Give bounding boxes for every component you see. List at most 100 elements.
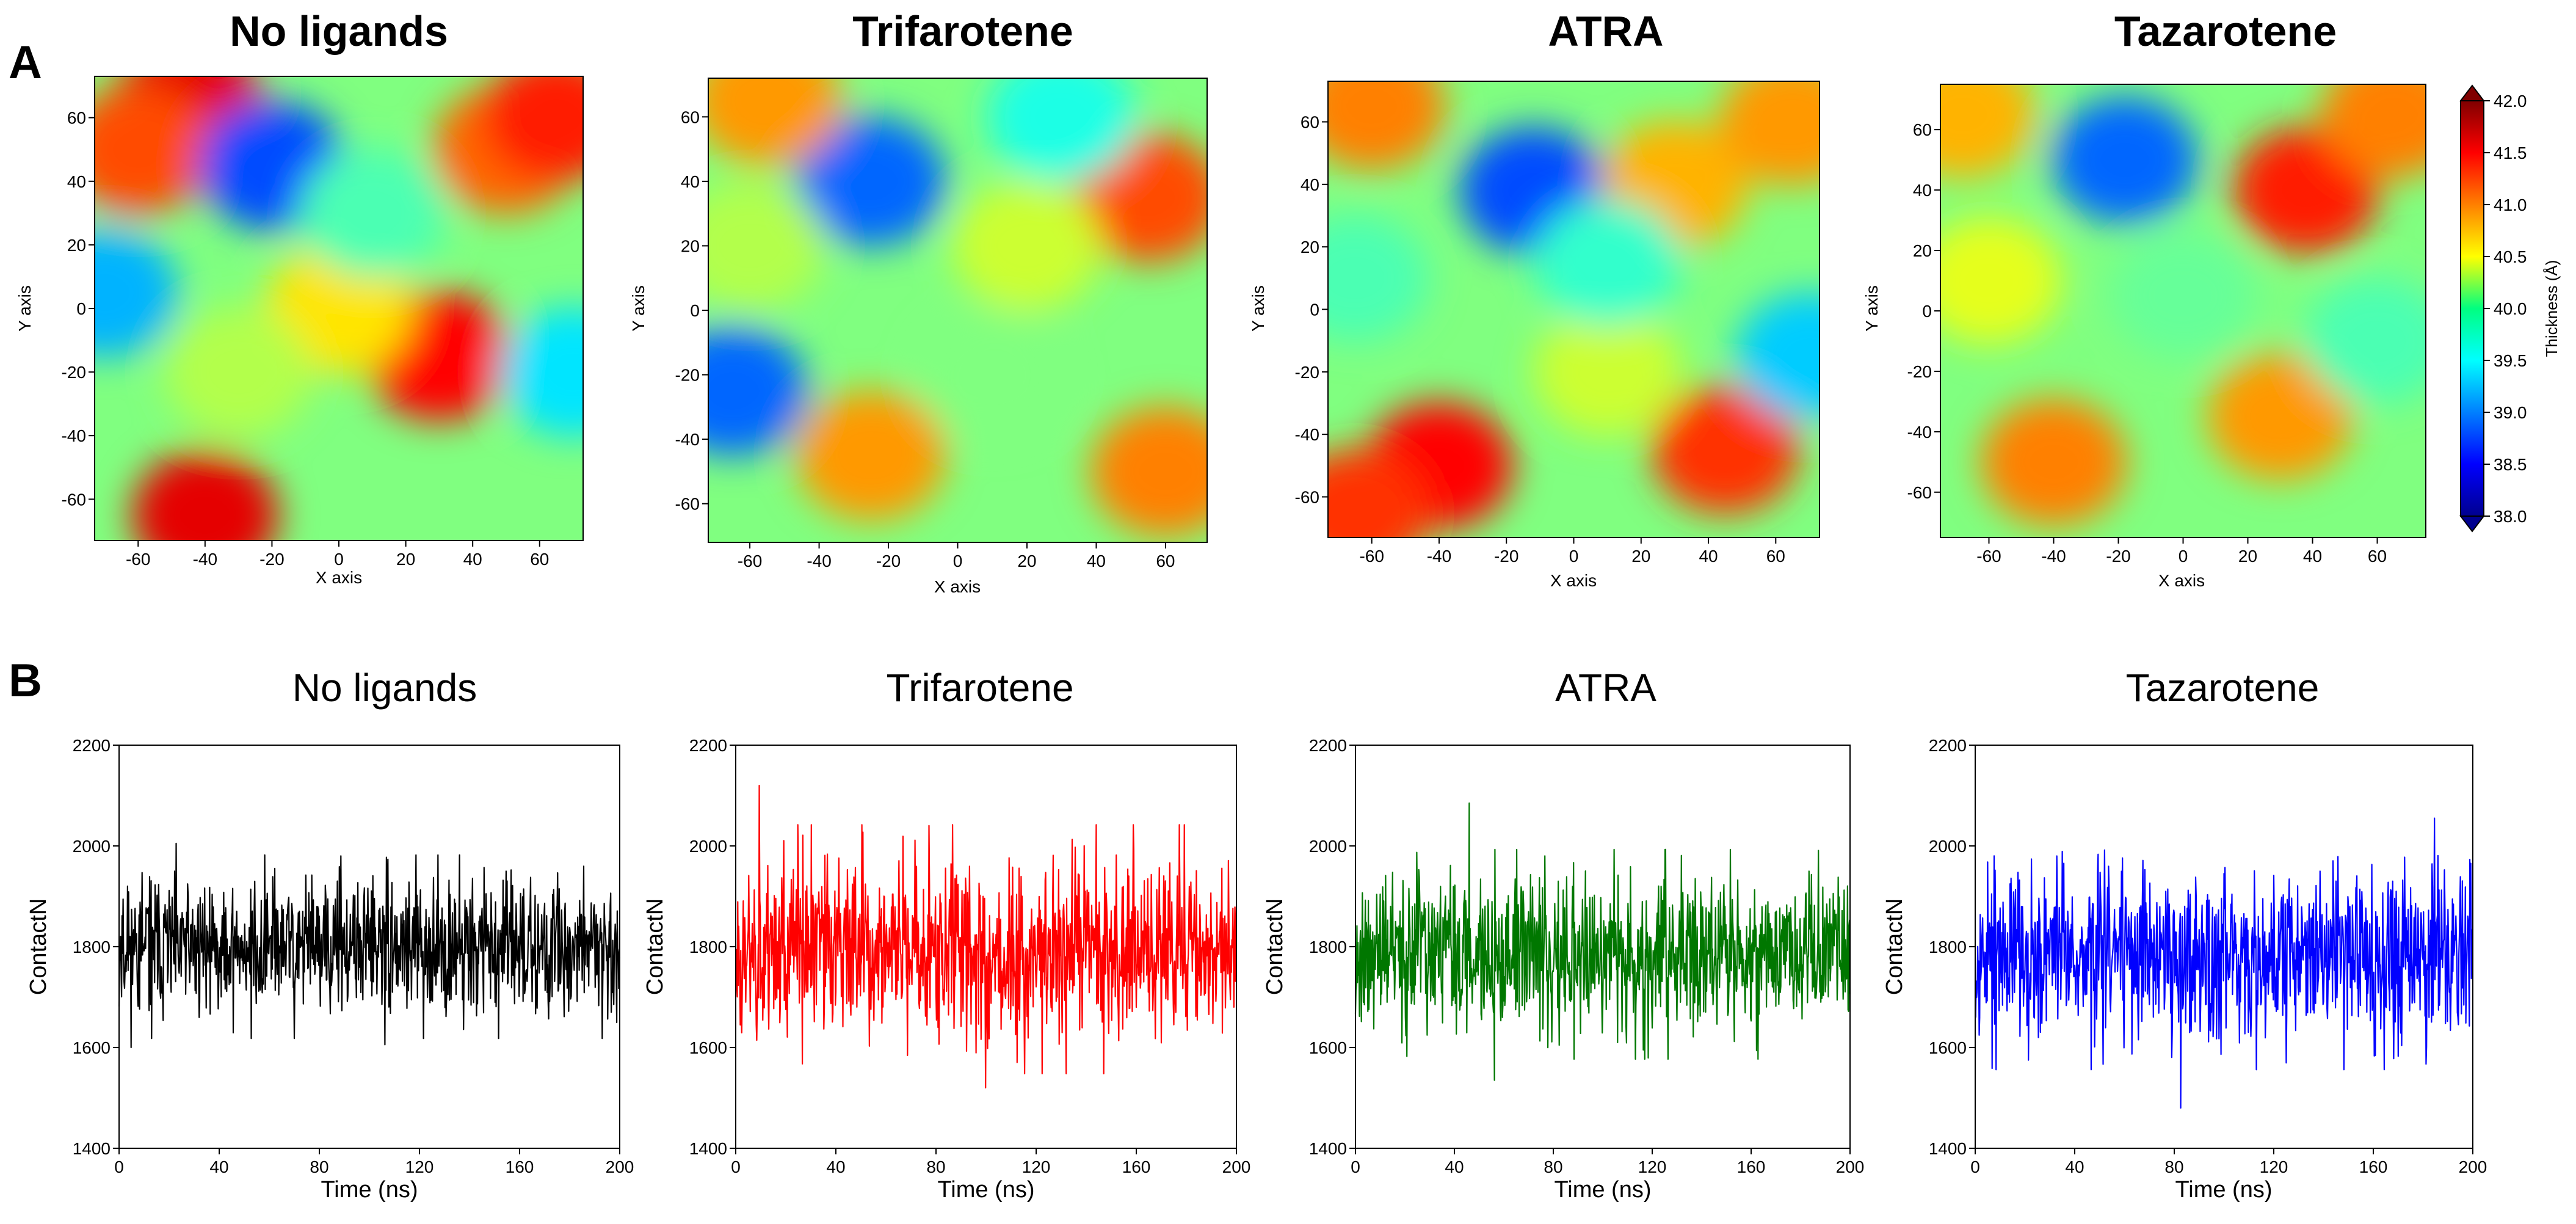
x-tick-label: 80 [2164, 1157, 2183, 1176]
x-tick-label: 120 [1638, 1157, 1667, 1176]
y-tick-label: -40 [1295, 425, 1319, 444]
series-line [1354, 802, 1851, 1081]
y-tick-label: 2200 [689, 736, 727, 755]
x-tick-label: -20 [259, 550, 284, 569]
heatmap-region [1981, 398, 2127, 526]
x-axis-label: X axis [934, 577, 981, 596]
y-tick-label: -60 [1295, 487, 1319, 506]
heatmap-region [499, 307, 583, 437]
x-tick-label: 80 [1544, 1157, 1562, 1176]
y-tick-label: 2200 [73, 736, 111, 755]
colorbar-tick-label: 40.5 [2494, 247, 2527, 266]
x-tick-label: -40 [1427, 547, 1451, 566]
y-tick-label: 0 [1922, 302, 1932, 321]
line-panel-atra: ATRA 0 40 80 120 160 20022002000180016001400 … [1262, 666, 1864, 1203]
y-tick-label: -40 [62, 426, 86, 445]
x-tick-label: 40 [826, 1157, 845, 1176]
colorbar-tick-label: 38.0 [2494, 507, 2527, 526]
x-tick-label: 160 [1122, 1157, 1151, 1176]
heatmap-title: No ligands [230, 7, 448, 55]
x-tick-label: 80 [310, 1157, 328, 1176]
colorbar-gradient [2460, 100, 2484, 517]
panel-label-a: A [9, 37, 42, 89]
y-tick-label: 2200 [1309, 736, 1347, 755]
x-tick-label: 40 [1699, 547, 1718, 566]
heatmap-region [2207, 353, 2353, 481]
y-tick-label: 1400 [689, 1139, 727, 1158]
y-tick-label: 1800 [1929, 938, 1967, 956]
x-tick-label: 60 [530, 550, 549, 569]
heatmap-region [2320, 84, 2426, 178]
y-axis-label: ContactN [642, 898, 668, 995]
heatmap-region [299, 148, 446, 279]
y-axis-label: ContactN [26, 898, 51, 995]
x-tick-label: 200 [606, 1157, 634, 1176]
y-tick-label: 60 [1913, 120, 1932, 139]
colorbar-tick-label: 41.0 [2494, 195, 2527, 214]
heatmap-title: Tazarotene [2114, 7, 2337, 55]
heatmap-panel-tazarotene: Tazarotene -60 -40 -20 0 20 40 60 60 40 20 0 -20 -40… [1862, 7, 2426, 590]
x-tick-label: 40 [1087, 552, 1106, 570]
heatmap-region [483, 76, 583, 183]
x-tick-label: 120 [1022, 1157, 1051, 1176]
x-tick-label: 20 [1631, 547, 1650, 566]
x-tick-label: -60 [1359, 547, 1384, 566]
heatmap-region [917, 310, 1067, 440]
x-tick-label: 0 [731, 1157, 741, 1176]
y-tick-label: 2000 [689, 837, 727, 856]
y-axis-label: ContactN [1262, 898, 1288, 995]
x-tick-label: 0 [1351, 1157, 1360, 1176]
line-panel-no-ligands: No ligands 0 40 80 120 160 200 2200 2000 1800 160… [26, 666, 634, 1203]
y-tick-label: 0 [76, 299, 86, 318]
y-tick-label: 40 [681, 172, 700, 191]
colorbar-tick-label: 38.5 [2494, 455, 2527, 474]
y-axis-label: ContactN [1882, 898, 1907, 995]
x-tick-label: -60 [126, 550, 150, 569]
x-tick-label: 160 [1737, 1157, 1766, 1176]
x-tick-label: 40 [2065, 1157, 2084, 1176]
heatmap-region [1719, 81, 1820, 186]
x-tick-label: -40 [193, 550, 217, 569]
line-panel-trifarotene: Trifarotene 0 40 80 120 160 200 2200 2000 1800 16… [642, 666, 1250, 1203]
line-title: Trifarotene [886, 666, 1073, 710]
panel-label-b: B [9, 655, 42, 707]
x-axis-label: Time (ns) [2175, 1177, 2272, 1203]
x-tick-label: 20 [1017, 552, 1036, 570]
y-tick-label: -20 [1907, 362, 1932, 381]
x-axis-label: Time (ns) [1554, 1177, 1651, 1203]
heatmap-region [1533, 308, 1682, 436]
x-tick-label: 80 [926, 1157, 945, 1176]
y-tick-label: 40 [1301, 175, 1319, 194]
heatmap-panel-trifarotene: Trifarotene -60 -40 -20 0 20 40 60 60 40 20 0 -20 -4… [629, 7, 1208, 596]
heatmap-region [2110, 232, 2256, 360]
x-tick-label: 40 [1445, 1157, 1464, 1176]
heatmap-region [131, 450, 278, 541]
heatmap-region [1533, 199, 1682, 327]
y-tick-label: 20 [67, 236, 86, 255]
series-line [735, 784, 1238, 1089]
x-tick-label: -20 [1494, 547, 1518, 566]
x-axis-label: Time (ns) [321, 1177, 418, 1203]
y-tick-label: 60 [67, 109, 86, 128]
x-tick-label: 200 [1836, 1157, 1865, 1176]
series-line [1974, 817, 2474, 1109]
heatmap-region [95, 227, 178, 358]
colorbar-tick-label: 39.5 [2494, 351, 2527, 370]
heatmap-region [1328, 448, 1429, 537]
x-tick-label: -20 [2106, 547, 2130, 566]
y-tick-label: -60 [675, 495, 700, 514]
x-tick-label: 200 [1222, 1157, 1251, 1176]
x-tick-label: 120 [405, 1157, 434, 1176]
y-tick-label: 2000 [1929, 837, 1967, 856]
x-tick-label: 120 [2260, 1157, 2288, 1176]
heatmap-title: ATRA [1548, 7, 1663, 55]
x-tick-label: -20 [876, 552, 901, 570]
y-tick-label: 1600 [1929, 1038, 1967, 1057]
colorbar-tick-label: 40.0 [2494, 299, 2527, 318]
heatmap-region [708, 78, 842, 166]
x-tick-label: 0 [114, 1157, 124, 1176]
line-panel-tazarotene: Tazarotene 0 40 80 120 160 200 2200 2000 1800 160… [1882, 666, 2487, 1203]
y-tick-label: 1600 [689, 1038, 727, 1057]
y-tick-label: 0 [690, 301, 700, 320]
colorbar-min-arrow [2459, 515, 2486, 533]
